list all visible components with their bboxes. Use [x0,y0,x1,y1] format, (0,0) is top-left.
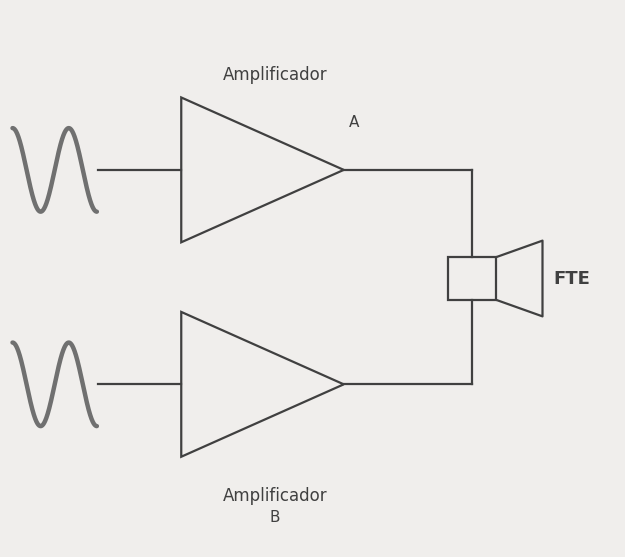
Text: Amplificador: Amplificador [222,487,328,505]
Text: Amplificador: Amplificador [222,66,328,84]
Text: A: A [349,115,359,130]
Text: B: B [270,510,280,525]
Bar [448,257,496,300]
Text: FTE: FTE [554,270,591,287]
